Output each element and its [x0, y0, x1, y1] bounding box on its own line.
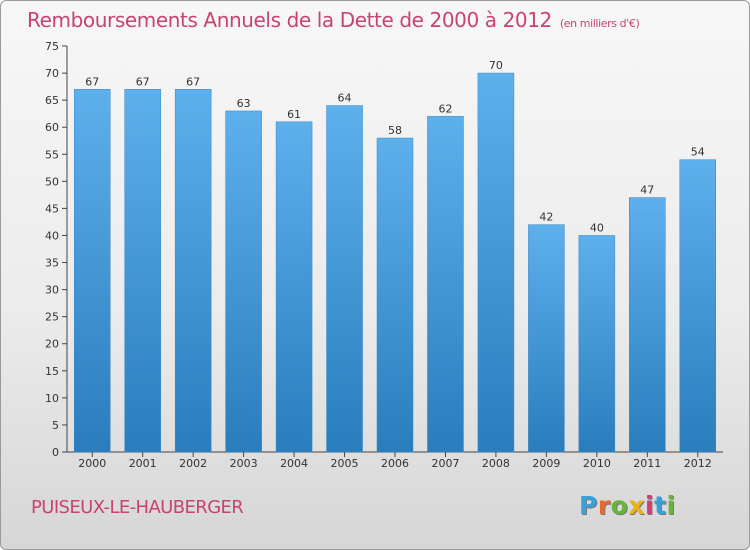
y-tick-label: 25 [45, 311, 59, 324]
bar [578, 235, 616, 453]
data-label: 40 [590, 221, 604, 234]
y-tick-label: 55 [45, 148, 59, 161]
x-tick-label: 2005 [331, 457, 359, 470]
bar [275, 121, 313, 453]
data-label: 67 [186, 75, 200, 88]
x-tick-label: 2002 [179, 457, 207, 470]
y-tick-label: 5 [52, 419, 59, 432]
bar [528, 224, 565, 453]
y-tick-label: 75 [45, 40, 59, 53]
bar [326, 105, 363, 453]
bar [679, 159, 717, 453]
data-label: 58 [388, 124, 402, 137]
y-tick-label: 10 [45, 392, 59, 405]
data-label: 61 [287, 108, 301, 121]
bar [73, 89, 111, 453]
data-label: 42 [539, 211, 553, 224]
data-label: 67 [85, 75, 99, 88]
y-tick-label: 50 [45, 175, 59, 188]
logo-letter: o [610, 491, 629, 520]
x-tick-label: 2007 [431, 457, 459, 470]
x-tick-label: 2008 [482, 457, 510, 470]
bar [124, 89, 161, 453]
logo-letter: i [666, 491, 676, 520]
data-label: 67 [136, 75, 150, 88]
x-tick-label: 2003 [230, 457, 258, 470]
bar [427, 116, 464, 453]
commune-name: PUISEUX-LE-HAUBERGER [31, 497, 244, 518]
proxiti-logo: Proxiti [579, 491, 676, 520]
y-tick-label: 30 [45, 284, 59, 297]
y-tick-label: 20 [45, 338, 59, 351]
chart-title-text: Remboursements Annuels de la Dette de 20… [27, 8, 552, 32]
data-label: 63 [237, 97, 251, 110]
y-tick-label: 40 [45, 229, 59, 242]
y-tick-label: 15 [45, 365, 59, 378]
data-label: 64 [338, 92, 352, 105]
data-label: 70 [489, 59, 503, 72]
y-tick-label: 60 [45, 121, 59, 134]
data-label: 54 [691, 146, 705, 159]
bar [629, 197, 666, 453]
unit-note: (en milliers d'€) [559, 17, 640, 30]
bar [376, 137, 414, 453]
x-tick-label: 2000 [78, 457, 106, 470]
y-tick-label: 0 [52, 446, 59, 459]
y-tick-label: 65 [45, 94, 59, 107]
x-tick-label: 2004 [280, 457, 308, 470]
bar [225, 110, 262, 453]
data-label: 62 [438, 102, 452, 115]
x-tick-label: 2006 [381, 457, 409, 470]
bar [174, 89, 212, 453]
x-tick-label: 2011 [633, 457, 661, 470]
x-tick-label: 2012 [684, 457, 712, 470]
logo-letter: t [654, 491, 667, 520]
data-label: 47 [640, 184, 654, 197]
chart-title: Remboursements Annuels de la Dette de 20… [27, 8, 640, 32]
logo-letter: x [628, 491, 645, 520]
y-tick-label: 35 [45, 257, 59, 270]
x-tick-label: 2009 [532, 457, 560, 470]
logo-letter: r [597, 491, 611, 520]
x-tick-label: 2010 [583, 457, 611, 470]
bar [477, 72, 515, 453]
logo-letter: i [645, 491, 655, 520]
logo-letter: P [579, 491, 598, 520]
x-tick-label: 2001 [129, 457, 157, 470]
y-tick-label: 45 [45, 202, 59, 215]
y-tick-label: 70 [45, 67, 59, 80]
